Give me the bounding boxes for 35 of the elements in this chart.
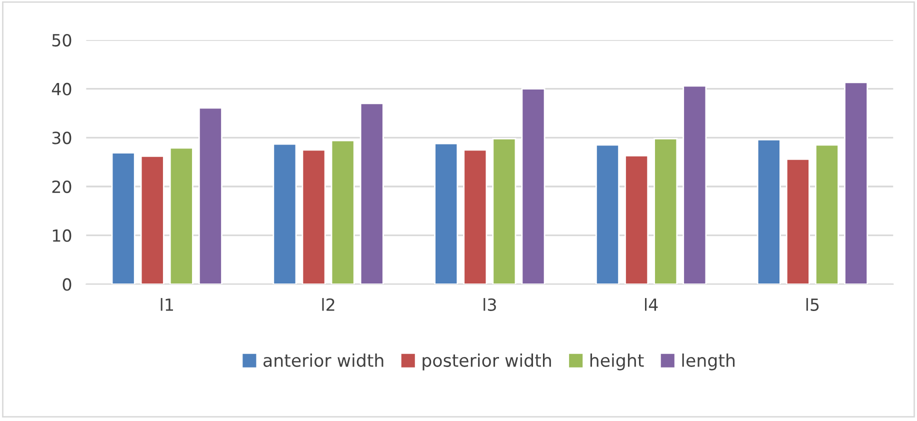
bar — [272, 143, 297, 284]
bar — [169, 147, 194, 284]
bar — [111, 152, 136, 284]
y-tick-label: 30 — [52, 132, 72, 144]
legend-label: posterior width — [422, 354, 551, 370]
bar — [814, 144, 839, 284]
bar — [624, 155, 649, 284]
y-tick-label: 50 — [52, 34, 72, 47]
y-tick-label: 10 — [52, 229, 72, 242]
y-tick-label: 20 — [52, 180, 72, 194]
bar — [434, 142, 458, 284]
legend-label: length — [682, 354, 735, 370]
bar — [596, 144, 620, 284]
bar — [654, 138, 678, 284]
x-tick-label: l1 — [160, 298, 173, 311]
x-tick-label: l4 — [645, 298, 658, 311]
bar — [786, 158, 810, 284]
y-tick-label: 40 — [52, 82, 72, 96]
bar — [360, 102, 384, 284]
x-tick-label: l3 — [484, 298, 496, 311]
bar — [682, 85, 707, 284]
bar — [844, 82, 868, 284]
x-tick-label: l5 — [806, 298, 819, 311]
legend-label: anterior width — [264, 354, 384, 367]
bar — [140, 156, 164, 284]
y-tick-label: 0 — [62, 278, 72, 291]
x-tick-label: l2 — [322, 298, 334, 311]
bar — [198, 107, 222, 284]
bar — [492, 138, 516, 284]
bar — [330, 140, 355, 284]
bar — [756, 138, 781, 284]
legend-label: height — [590, 354, 644, 370]
bar — [463, 149, 488, 284]
bar — [302, 149, 326, 284]
bar — [521, 88, 546, 284]
